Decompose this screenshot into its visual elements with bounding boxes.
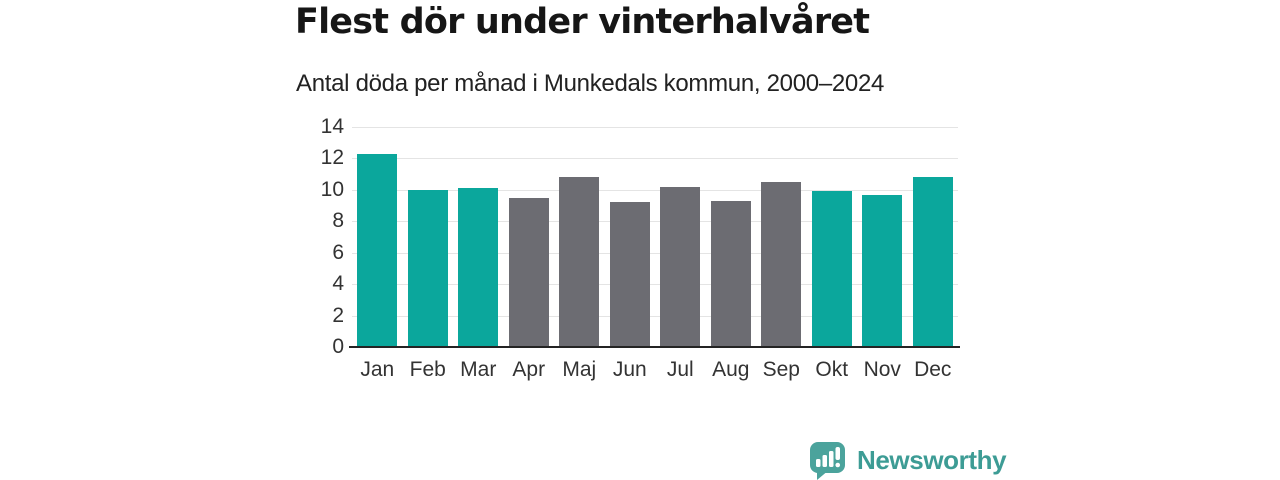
x-tick-label-apr: Apr bbox=[512, 358, 546, 381]
bar-maj bbox=[559, 177, 600, 347]
bar-dec bbox=[912, 177, 953, 347]
bar-feb bbox=[407, 189, 448, 347]
x-tick-label-mar: Mar bbox=[460, 358, 497, 381]
bar-jan bbox=[357, 153, 398, 347]
gridline-y14 bbox=[352, 127, 958, 128]
newsworthy-logo-icon bbox=[810, 442, 845, 480]
x-tick-label-aug: Aug bbox=[712, 358, 750, 381]
x-tick-label-feb: Feb bbox=[409, 358, 446, 381]
bar-jun bbox=[609, 202, 650, 347]
gridline-y12 bbox=[352, 158, 958, 160]
bar-apr bbox=[508, 197, 549, 347]
y-tick-label-4: 4 bbox=[332, 272, 344, 296]
y-tick-label-6: 6 bbox=[332, 240, 344, 264]
brand-name: Newsworthy bbox=[857, 444, 1007, 475]
y-tick-label-10: 10 bbox=[320, 177, 344, 201]
y-tick-label-8: 8 bbox=[332, 209, 344, 233]
bar-sep bbox=[761, 182, 802, 347]
bar-aug bbox=[710, 200, 751, 347]
x-tick-label-maj: Maj bbox=[562, 358, 597, 381]
bar-mar bbox=[458, 188, 499, 347]
gridline-y6 bbox=[352, 252, 958, 254]
y-tick-label-12: 12 bbox=[320, 146, 344, 170]
chart-subtitle: Antal döda per månad i Munkedals kommun,… bbox=[296, 70, 885, 97]
brand-footer: Newsworthy bbox=[808, 440, 1007, 480]
y-tick-label-2: 2 bbox=[332, 303, 344, 327]
gridline-y2 bbox=[352, 315, 958, 317]
y-tick-label-0: 0 bbox=[332, 335, 344, 358]
x-axis-line bbox=[349, 346, 960, 348]
x-tick-label-dec: Dec bbox=[914, 358, 952, 381]
gridline-y10 bbox=[352, 189, 958, 191]
gridline-y4 bbox=[352, 284, 958, 286]
x-tick-label-jan: Jan bbox=[360, 358, 395, 381]
bar-jul bbox=[660, 186, 701, 347]
bar-nov bbox=[862, 194, 903, 347]
x-tick-label-okt: Okt bbox=[815, 358, 849, 381]
plot-area bbox=[352, 127, 958, 347]
y-tick-label-14: 14 bbox=[320, 115, 344, 138]
gridline-y8 bbox=[352, 221, 958, 223]
chart-title: Flest dör under vinterhalvåret bbox=[295, 2, 870, 42]
x-tick-label-sep: Sep bbox=[762, 358, 800, 381]
x-tick-label-nov: Nov bbox=[863, 358, 901, 381]
x-tick-label-jul: Jul bbox=[666, 358, 694, 381]
bar-okt bbox=[811, 191, 852, 347]
x-tick-label-jun: Jun bbox=[612, 358, 647, 381]
